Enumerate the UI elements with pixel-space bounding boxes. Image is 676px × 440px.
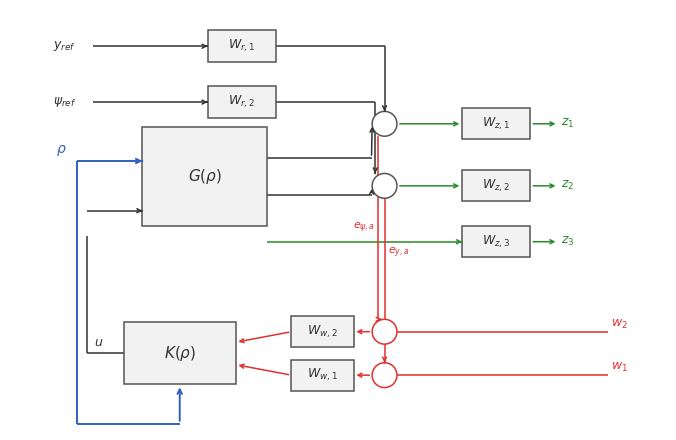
Text: $W_{r,1}$: $W_{r,1}$ bbox=[228, 38, 256, 55]
Text: $u$: $u$ bbox=[94, 336, 103, 349]
Text: $z_3$: $z_3$ bbox=[562, 235, 575, 248]
Text: $K(\rho)$: $K(\rho)$ bbox=[164, 344, 196, 363]
Circle shape bbox=[372, 363, 397, 388]
Text: $W_{r,2}$: $W_{r,2}$ bbox=[228, 94, 256, 110]
Bar bbox=[291, 316, 354, 347]
Text: $z_2$: $z_2$ bbox=[562, 180, 575, 192]
Text: $w_2$: $w_2$ bbox=[611, 318, 628, 331]
Text: $y_{ref}$: $y_{ref}$ bbox=[53, 39, 76, 53]
Bar bbox=[462, 226, 531, 257]
Text: $G(\rho)$: $G(\rho)$ bbox=[187, 167, 222, 186]
Text: $e_{\psi,a}$: $e_{\psi,a}$ bbox=[353, 220, 375, 235]
Text: $\rho$: $\rho$ bbox=[55, 143, 66, 158]
Text: $e_{y,a}$: $e_{y,a}$ bbox=[387, 246, 410, 260]
Bar bbox=[208, 30, 276, 62]
Bar bbox=[291, 359, 354, 391]
Bar bbox=[124, 323, 236, 385]
Text: $W_{z,2}$: $W_{z,2}$ bbox=[482, 178, 510, 194]
Text: $w_1$: $w_1$ bbox=[611, 361, 628, 374]
Text: $W_{z,3}$: $W_{z,3}$ bbox=[482, 234, 510, 250]
Circle shape bbox=[372, 111, 397, 136]
Text: $z_1$: $z_1$ bbox=[562, 117, 575, 130]
Bar bbox=[462, 108, 531, 139]
Bar bbox=[208, 86, 276, 118]
Bar bbox=[462, 170, 531, 202]
Text: $\psi_{ref}$: $\psi_{ref}$ bbox=[53, 95, 76, 109]
Text: $W_{z,1}$: $W_{z,1}$ bbox=[482, 116, 510, 132]
Circle shape bbox=[372, 173, 397, 198]
Text: $W_{w,2}$: $W_{w,2}$ bbox=[307, 323, 338, 340]
Bar bbox=[143, 127, 266, 226]
Circle shape bbox=[372, 319, 397, 344]
Text: $W_{w,1}$: $W_{w,1}$ bbox=[307, 367, 338, 383]
